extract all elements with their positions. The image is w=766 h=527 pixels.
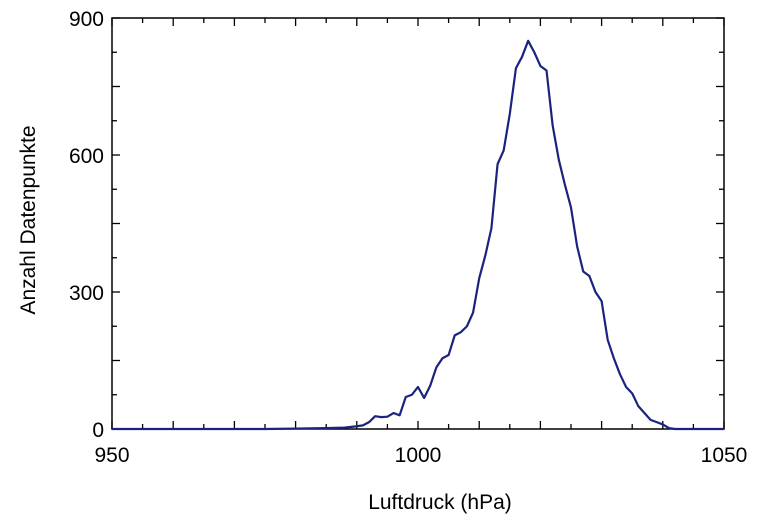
axis-ticks [111,17,725,430]
y-axis-title: Anzahl Datenpunkte [17,125,40,314]
x-tick-label: 1000 [395,444,442,467]
x-tick-label: 1050 [701,444,748,467]
y-tick-label: 900 [69,8,104,31]
plot-frame [111,17,725,430]
y-tick-label: 600 [69,145,104,168]
series-line [112,39,724,431]
x-axis-title: Luftdruck (hPa) [368,491,512,514]
y-tick-label: 0 [92,419,104,442]
y-tick-label: 300 [69,282,104,305]
tick-labels: 950 1000 1050 0 300 600 900 [69,8,747,467]
x-tick-label: 950 [94,444,129,467]
